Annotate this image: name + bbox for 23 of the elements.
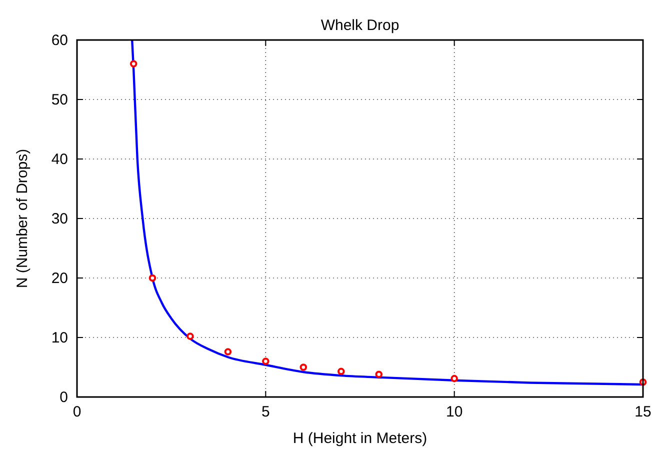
y-tick-label: 20 [51, 270, 68, 287]
x-tick-label: 0 [72, 404, 82, 421]
point [375, 370, 383, 378]
point [224, 348, 232, 356]
x-axis-title: H (Height in Meters) [292, 430, 428, 447]
y-tick-label: 40 [51, 150, 68, 168]
y-tick-label: 50 [51, 91, 68, 108]
y-tick-label: 60 [51, 32, 68, 49]
y-tick-label: 30 [51, 210, 68, 228]
y-tick-label: 10 [51, 329, 68, 346]
point [262, 358, 270, 365]
point [148, 274, 156, 282]
y-axis-title: N (Number of Drops) [14, 148, 31, 288]
x-tick-label: 5 [261, 404, 270, 421]
point [450, 374, 458, 382]
x-tick-label: 10 [446, 404, 463, 421]
x-tick-label: 15 [634, 404, 652, 421]
y-tick-label: 0 [60, 388, 68, 406]
point [337, 368, 345, 376]
point [130, 60, 138, 68]
point [186, 332, 194, 340]
point [300, 364, 308, 371]
chart-title: Whelk Drop [320, 17, 400, 34]
